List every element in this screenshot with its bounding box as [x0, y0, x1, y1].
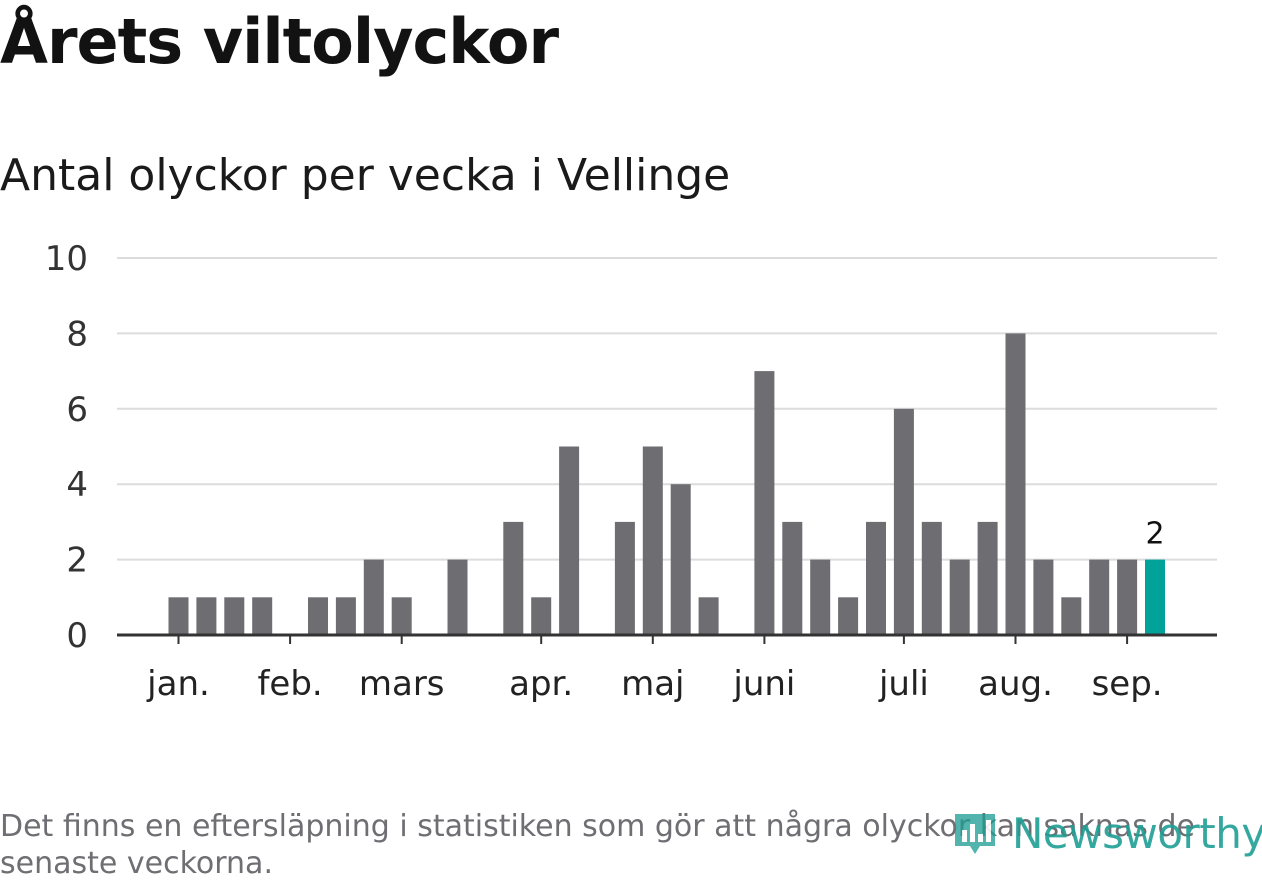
y-tick-label: 2	[66, 541, 88, 581]
brand-logo: Newsworthy	[950, 808, 1262, 858]
x-tick-label: juni	[732, 664, 795, 704]
bar	[308, 597, 328, 635]
highlight-data-label: 2	[1145, 517, 1164, 552]
grid-lines	[117, 257, 1217, 561]
bar	[1117, 559, 1138, 635]
bar	[754, 371, 775, 635]
data-labels: 2	[1145, 517, 1164, 552]
x-tick-label: aug.	[978, 664, 1053, 704]
bar	[447, 559, 468, 635]
bar	[335, 597, 356, 635]
chart-subtitle: Antal olyckor per vecka i Vellinge	[0, 150, 731, 201]
x-tick-label: mars	[359, 664, 445, 704]
bar	[391, 597, 412, 635]
y-axis-tick-labels: 0 2 4 6 8 10	[45, 239, 88, 656]
bar	[224, 597, 245, 635]
bar-chart: 0 2 4 6 8 10 jan. feb. mars apr. maj juni juli aug. s…	[45, 239, 1217, 704]
brand-name: Newsworthy	[1012, 808, 1262, 858]
bar	[838, 597, 859, 635]
bar	[810, 559, 831, 635]
y-tick-label: 6	[66, 390, 88, 430]
bar	[252, 597, 273, 635]
bar	[531, 597, 552, 635]
x-axis-tick-labels: jan. feb. mars apr. maj juni juli aug. sep.	[146, 635, 1163, 704]
bar	[168, 597, 189, 635]
y-tick-label: 10	[45, 239, 88, 279]
bar	[503, 521, 524, 635]
bar	[670, 484, 691, 635]
chart-title: Årets viltolyckor	[0, 5, 559, 78]
bar	[866, 521, 886, 635]
bar	[921, 521, 942, 635]
x-tick-label: feb.	[257, 664, 322, 704]
bars	[168, 333, 1165, 635]
x-tick-label: apr.	[509, 664, 573, 704]
bar	[698, 597, 719, 635]
highlighted-bar	[1145, 559, 1165, 635]
bar	[642, 446, 663, 635]
bar	[1033, 559, 1054, 635]
bar	[893, 408, 914, 635]
bar	[196, 597, 217, 635]
bar	[1005, 333, 1026, 635]
x-tick-label: juli	[878, 664, 929, 704]
bar	[977, 521, 998, 635]
newsworthy-logo-icon	[955, 814, 995, 854]
bar	[1089, 559, 1110, 635]
x-tick-label: jan.	[146, 664, 210, 704]
x-tick-label: sep.	[1092, 664, 1163, 704]
bar	[614, 521, 635, 635]
x-tick-label: maj	[621, 664, 684, 704]
bar	[1061, 597, 1082, 635]
bar	[363, 559, 384, 635]
y-tick-label: 4	[66, 465, 88, 505]
y-tick-label: 0	[66, 616, 88, 656]
bar	[559, 446, 580, 635]
y-tick-label: 8	[66, 314, 88, 354]
footnote: Det finns en eftersläpning i statistiken…	[0, 809, 1195, 881]
bar	[949, 559, 970, 635]
bar	[782, 521, 803, 635]
